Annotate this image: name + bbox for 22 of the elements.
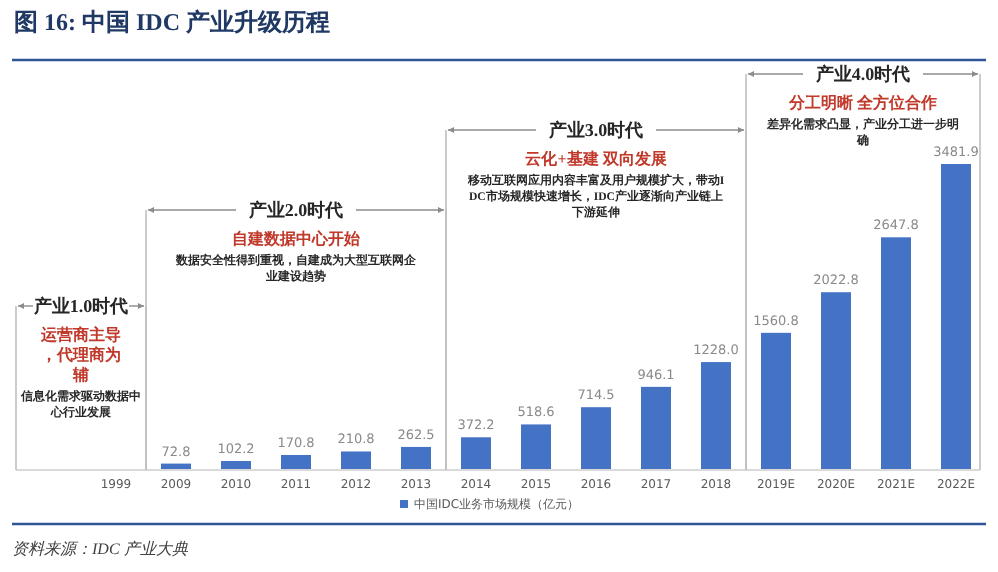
bar — [581, 407, 611, 470]
chart-title: 图 16: 中国 IDC 产业升级历程 — [14, 8, 330, 36]
bar — [401, 446, 431, 470]
bar — [461, 437, 491, 470]
bar — [761, 332, 791, 470]
bar — [281, 454, 311, 470]
bar — [641, 386, 671, 470]
text: 分工明晰 全方位合作 — [787, 92, 937, 112]
bar — [341, 451, 371, 470]
text: 产业3.0时代 — [546, 120, 644, 140]
annotation: 自建数据中心开始 — [232, 228, 362, 248]
annotation: 产业2.0时代 — [246, 200, 344, 220]
bar — [821, 292, 851, 470]
bar — [521, 424, 551, 470]
annotation: 产业1.0时代 — [31, 296, 129, 316]
bar — [941, 164, 971, 470]
annotation: 运营商主导，代理商为辅 — [39, 324, 121, 384]
bar — [701, 362, 731, 470]
annotation: 云化+基建 双向发展 — [525, 150, 669, 168]
text: 资料来源：IDC 产业大典 — [12, 540, 190, 558]
bar — [881, 237, 911, 470]
text: 产业4.0时代 — [813, 64, 911, 84]
